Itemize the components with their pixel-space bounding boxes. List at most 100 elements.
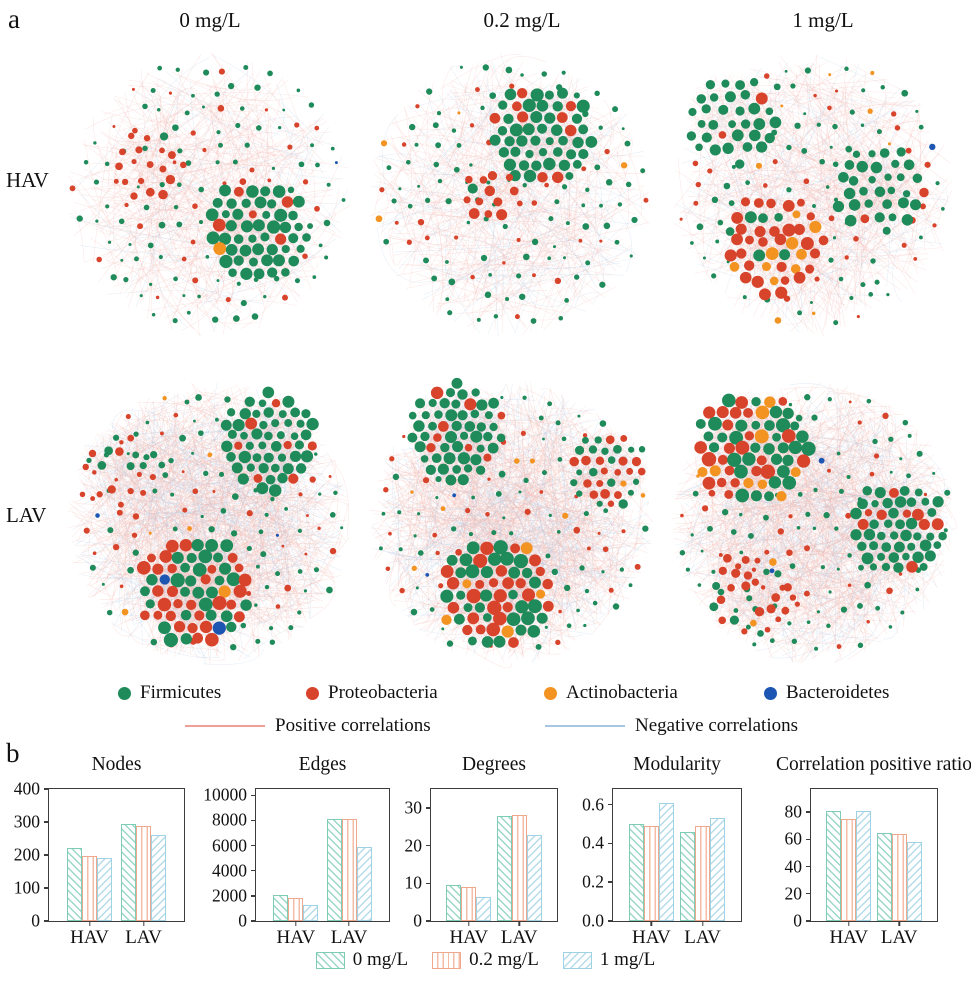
y-tick-mark bbox=[608, 803, 613, 806]
y-tick-mark bbox=[426, 920, 431, 922]
bar-0mgL-lav bbox=[326, 818, 342, 921]
y-tick-label: 40 bbox=[784, 855, 803, 876]
bar-legend-item-0mgl: 0 mg/L bbox=[315, 949, 409, 971]
x-tick-mark bbox=[650, 921, 653, 926]
chart-plot-area: 0.0 0.2 0.4 0.6 HAV LAV bbox=[582, 788, 742, 947]
y-tick-label: 20 bbox=[404, 834, 423, 855]
bar-02mgL-hav bbox=[841, 818, 857, 921]
bar-1mgL-lav bbox=[906, 842, 922, 921]
y-tick-mark bbox=[251, 895, 256, 897]
chart-nodes: Nodes 0 100 200 300 400 HAV LAV bbox=[14, 754, 185, 954]
network-hav-1mgl bbox=[662, 44, 964, 346]
legend-item-firmicutes: Firmicutes bbox=[118, 682, 222, 703]
legend-item-bacteroidetes: Bacteroidetes bbox=[764, 682, 890, 703]
bar-02mgL-lav bbox=[891, 833, 907, 921]
legend-item-proteobacteria: Proteobacteria bbox=[306, 682, 438, 703]
y-tick-mark bbox=[608, 881, 613, 883]
y-tick-label: 300 bbox=[13, 811, 40, 832]
bar-0mgL-hav bbox=[446, 885, 462, 921]
y-tick-label: 60 bbox=[784, 828, 803, 849]
x-category-label: HAV bbox=[276, 927, 316, 948]
chart-degrees: Degrees 0 10 20 30 HAV LAV bbox=[405, 754, 558, 954]
y-tick-label: 10000 bbox=[203, 784, 247, 805]
row-label-hav: HAV bbox=[6, 168, 49, 192]
chart-plot-area: 0 2000 4000 6000 8000 10000 HAV LAV bbox=[203, 786, 390, 947]
y-tick-label: 0.4 bbox=[582, 832, 604, 853]
y-tick-mark bbox=[44, 854, 49, 856]
bacteroidetes-dot-icon bbox=[764, 686, 777, 700]
network-hav-02mgl bbox=[360, 44, 662, 346]
bar-1mgL-lav bbox=[151, 834, 166, 921]
legend-label: 0 mg/L bbox=[352, 949, 409, 970]
chart-title: Nodes bbox=[91, 754, 142, 775]
y-tick-label: 0.2 bbox=[582, 871, 604, 892]
y-tick-mark bbox=[44, 821, 49, 823]
x-tick-mark bbox=[701, 921, 704, 926]
bar-0mgL-lav bbox=[876, 832, 892, 921]
legend-label: Positive correlations bbox=[275, 715, 431, 736]
y-tick-label: 20 bbox=[784, 883, 803, 904]
y-tick-mark bbox=[806, 811, 811, 813]
x-tick-mark bbox=[848, 921, 850, 926]
panel-b-label: b bbox=[6, 738, 20, 768]
bar-0mgL-lav bbox=[680, 831, 696, 921]
y-tick-mark bbox=[44, 887, 49, 889]
chart-plot-area: 0 100 200 300 400 HAV LAV bbox=[14, 780, 185, 947]
hatch-swatch-1mgl-icon bbox=[562, 951, 592, 969]
chart-title: Edges bbox=[298, 754, 347, 775]
y-tick-label: 6000 bbox=[212, 834, 247, 855]
y-tick-label: 0 bbox=[238, 910, 247, 931]
y-tick-label: 8000 bbox=[212, 809, 247, 830]
y-tick-mark bbox=[806, 893, 811, 895]
x-tick-mark bbox=[88, 921, 91, 926]
y-tick-label: 0 bbox=[413, 910, 422, 931]
network-lav-0mgl bbox=[58, 372, 360, 674]
y-tick-label: 0.6 bbox=[582, 793, 604, 814]
bar-1mgL-hav bbox=[658, 802, 674, 921]
y-tick-mark bbox=[806, 865, 811, 868]
legend-label: Bacteroidetes bbox=[786, 682, 890, 703]
x-category-label: LAV bbox=[500, 927, 538, 948]
y-tick-mark bbox=[44, 920, 49, 922]
y-tick-mark bbox=[251, 870, 256, 872]
hatch-swatch-02mgl-icon bbox=[432, 951, 462, 969]
y-tick-mark bbox=[806, 920, 811, 922]
bar-02mgL-lav bbox=[511, 815, 527, 921]
legend-label: Firmicutes bbox=[140, 682, 222, 703]
x-category-label: LAV bbox=[684, 927, 721, 948]
x-category-label: HAV bbox=[632, 927, 671, 948]
bar-02mgL-hav bbox=[82, 855, 97, 921]
network-hav-0mgl bbox=[58, 44, 360, 346]
bar-legend-item-1mgl: 1 mg/L bbox=[562, 949, 656, 971]
y-tick-label: 0 bbox=[793, 910, 802, 931]
x-category-label: HAV bbox=[70, 927, 109, 948]
bar-0mgL-hav bbox=[628, 823, 644, 921]
network-lav-02mgl bbox=[360, 372, 662, 674]
y-tick-mark bbox=[44, 788, 49, 790]
column-header-0mgl: 0 mg/L bbox=[179, 8, 241, 32]
y-tick-mark bbox=[426, 807, 431, 809]
bar-0mgL-lav bbox=[496, 816, 512, 921]
chart-title: Modularity bbox=[633, 754, 721, 775]
negative-correlation-line-icon bbox=[545, 725, 625, 727]
y-tick-mark bbox=[251, 794, 256, 796]
bar-legend: 0 mg/L 0.2 mg/L 1 mg/L bbox=[0, 949, 971, 971]
y-tick-mark bbox=[608, 920, 613, 922]
chart-edges: Edges 0 2000 4000 6000 8000 10000 HAV LAV bbox=[203, 754, 390, 954]
positive-correlation-line-icon bbox=[185, 725, 265, 727]
bar-02mgL-hav bbox=[643, 825, 659, 921]
legend-label: 1 mg/L bbox=[599, 949, 656, 970]
x-tick-mark bbox=[295, 921, 297, 926]
bar-0mgL-hav bbox=[826, 810, 842, 921]
y-tick-label: 200 bbox=[13, 844, 40, 865]
bar-1mgL-lav bbox=[526, 835, 542, 921]
chart-correlation-positive-ratio: Correlation positive ratio 0 20 40 60 80 HAV L… bbox=[776, 754, 971, 954]
legend-item-positive-correlations: Positive correlations bbox=[185, 715, 431, 736]
hatch-swatch-0mgl-icon bbox=[315, 951, 345, 969]
y-tick-label: 10 bbox=[404, 872, 423, 893]
y-tick-label: 400 bbox=[13, 778, 40, 799]
y-tick-label: 0.0 bbox=[582, 910, 604, 931]
bar-02mgL-lav bbox=[695, 825, 711, 921]
legend-label: Proteobacteria bbox=[328, 682, 438, 703]
bar-1mgL-hav bbox=[476, 896, 492, 921]
